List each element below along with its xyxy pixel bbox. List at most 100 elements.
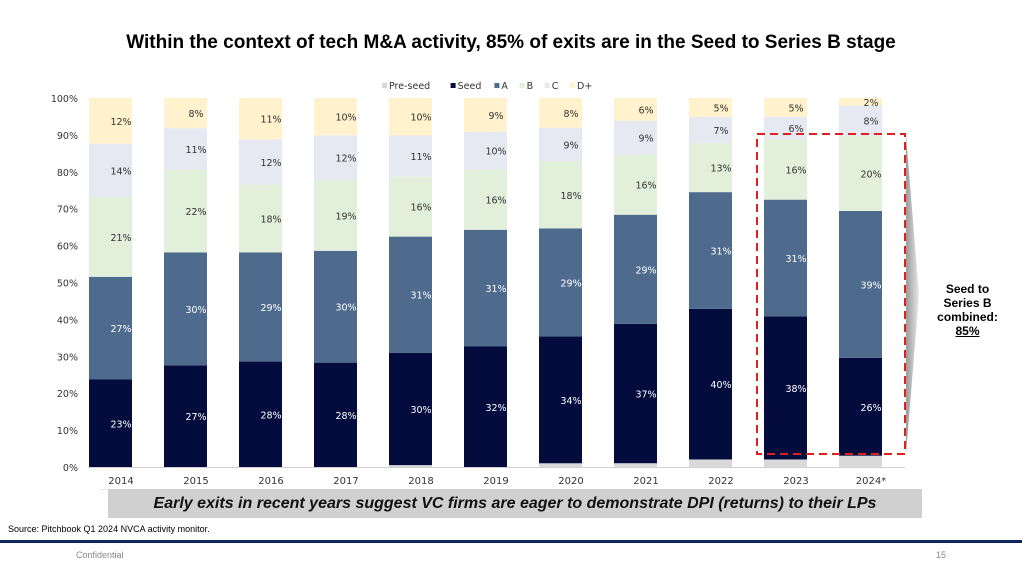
y-tick-label: 40% [57, 315, 78, 326]
y-tick-label: 70% [57, 205, 78, 216]
bar-segment-d+ [389, 98, 432, 136]
data-label: 38% [785, 384, 806, 395]
bar-segment-b [764, 139, 807, 200]
legend-label: Pre-seed [389, 81, 430, 92]
takeaway-banner: Early exits in recent years suggest VC f… [108, 489, 922, 518]
x-axis: 2014 2015 2016 2017 2018 2019 2020 2021 2022 2023… [108, 476, 886, 487]
bar-segment-a [764, 199, 807, 317]
data-label: 18% [260, 214, 281, 225]
bar-stack-2021: 37% 29% 16% 9% 6% [614, 98, 657, 467]
x-tick-label: 2017 [333, 476, 358, 487]
bar-segment-c [689, 116, 732, 144]
bar-segment-preseed [839, 455, 882, 467]
data-label: 16% [635, 181, 656, 192]
bar-stack-2017: 28% 30% 19% 12% 10% [314, 98, 357, 467]
legend-swatch [570, 83, 575, 88]
bar-segment-d+ [239, 98, 282, 140]
bar-segment-b [389, 176, 432, 237]
bar-segment-a [689, 192, 732, 309]
data-label: 11% [185, 145, 206, 156]
data-label: 8% [563, 109, 578, 120]
legend-item-seed: Seed [450, 81, 481, 92]
bar-segment-d+ [89, 98, 132, 144]
bar-stack-2020: 34% 29% 18% 9% 8% [539, 98, 582, 467]
x-tick-label: 2018 [408, 476, 433, 487]
data-label: 6% [788, 124, 803, 135]
callout-seed-to-series-b: Seed to Series B combined: 85% [925, 282, 1010, 338]
bar-segment-preseed [764, 459, 807, 467]
data-label: 10% [485, 147, 506, 158]
y-tick-label: 60% [57, 242, 78, 253]
x-tick-label: 2021 [633, 476, 658, 487]
bar-stack-2018: 30% 31% 16% 11% 10% [389, 98, 432, 467]
bar-stack-2023: 38% 31% 16% 6% 5% [764, 98, 807, 467]
bar-segment-a [314, 250, 357, 363]
x-tick-label: 2024* [856, 476, 886, 487]
bar-segment-c [89, 143, 132, 197]
bar-segment-a [464, 229, 507, 347]
bar-segment-c [164, 128, 207, 170]
legend-swatch [382, 83, 387, 88]
data-label: 40% [710, 380, 731, 391]
data-label: 27% [185, 412, 206, 423]
data-label: 11% [410, 152, 431, 163]
bar-segment-d+ [164, 98, 207, 129]
bar-segment-a [389, 236, 432, 353]
bar-segment-preseed [389, 465, 432, 467]
bar-segment-b [239, 184, 282, 253]
data-label: 29% [635, 265, 656, 276]
data-label: 11% [260, 115, 281, 126]
data-label: 39% [860, 280, 881, 291]
bar-segment-d+ [614, 98, 657, 121]
data-label: 29% [260, 303, 281, 314]
y-axis: 0% 10% 20% 30% 40% 50% 60% 70% 80% 90% 100% [51, 94, 905, 490]
bar-segment-seed [539, 336, 582, 464]
data-label: 5% [788, 103, 803, 114]
bar-segment-c [614, 120, 657, 155]
bar-segment-b [839, 135, 882, 211]
bar-segment-seed [839, 357, 882, 456]
bar-segment-b [539, 161, 582, 229]
data-label: 6% [638, 105, 653, 116]
callout-line-3: combined: [937, 310, 998, 324]
data-label: 29% [560, 279, 581, 290]
data-label: 12% [260, 158, 281, 169]
page-number: 15 [936, 550, 947, 560]
y-tick-label: 90% [57, 131, 78, 142]
stacked-bar-chart: Pre-seed Seed A B C D+ 0% 10% 20% 30% 40% 50% 60% 70… [51, 81, 919, 490]
legend-swatch [544, 83, 550, 88]
legend-label: D+ [577, 81, 592, 92]
callout-line-1: Seed to [945, 282, 990, 296]
bars: 23% 27% 21% 14% 12% 27% 30% 22% 11% 8% 28% 29% 18% 12… [89, 98, 882, 467]
x-tick-label: 2015 [183, 476, 208, 487]
bar-segment-b [164, 169, 207, 253]
data-label: 26% [860, 403, 881, 414]
bar-segment-c [539, 127, 582, 162]
data-label: 10% [335, 113, 356, 124]
data-label: 34% [560, 396, 581, 407]
legend-item-c: C [544, 81, 559, 92]
bar-segment-b [689, 143, 732, 193]
legend-swatch [519, 83, 525, 88]
data-label: 16% [485, 196, 506, 207]
bar-stack-2015: 27% 30% 22% 11% 8% [164, 98, 207, 467]
data-label: 30% [185, 305, 206, 316]
legend-item-b: B [519, 81, 533, 92]
bar-segment-c [839, 105, 882, 136]
bar-segment-d+ [839, 98, 882, 106]
data-label: 28% [335, 411, 356, 422]
data-label: 20% [860, 169, 881, 180]
bar-segment-a [839, 210, 882, 358]
y-tick-label: 0% [63, 463, 78, 474]
data-label: 16% [410, 203, 431, 214]
data-label: 18% [560, 191, 581, 202]
data-label: 28% [260, 410, 281, 421]
data-label: 37% [635, 390, 656, 401]
bar-segment-b [464, 169, 507, 230]
legend-item-d+: D+ [570, 81, 592, 92]
legend-label: C [552, 81, 559, 92]
legend-swatch [450, 83, 456, 88]
x-tick-label: 2016 [258, 476, 283, 487]
bar-segment-seed [89, 379, 132, 467]
data-label: 31% [485, 284, 506, 295]
